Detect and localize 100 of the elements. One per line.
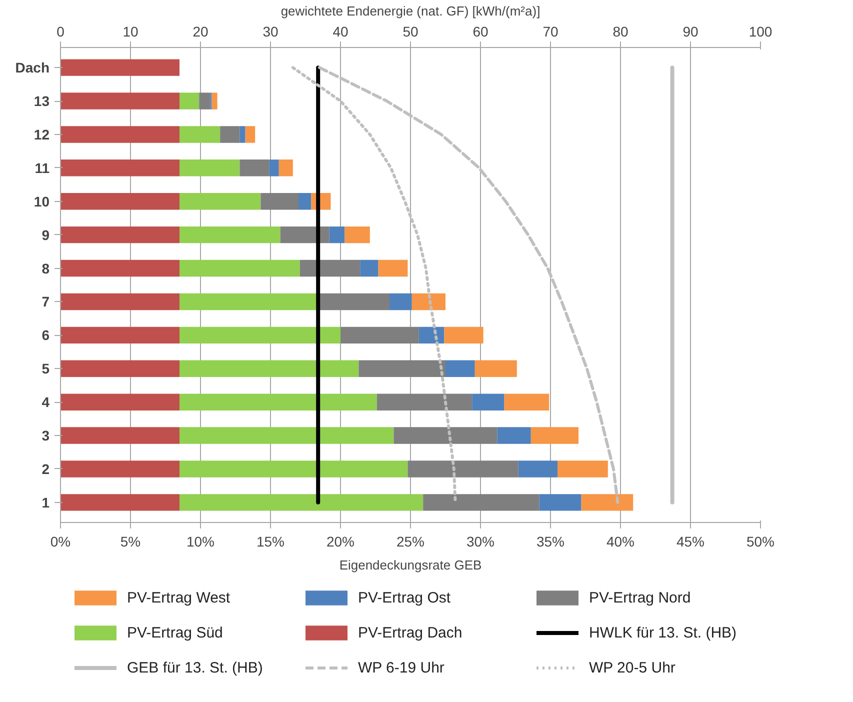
- y-tick-label: Dach: [15, 60, 50, 76]
- bar: [300, 260, 360, 277]
- bar: [180, 326, 340, 344]
- y-tick-label: 5: [42, 360, 50, 377]
- bar: [530, 427, 578, 444]
- bar: [278, 160, 293, 176]
- x2-tick-label: 100: [748, 24, 772, 40]
- bar: [60, 394, 180, 410]
- bar: [539, 494, 582, 511]
- x2-axis-title: gewichtete Endenergie (nat. GF) [kWh/(m²a)]: [280, 4, 540, 18]
- bar: [378, 260, 408, 277]
- y-tick-label: 10: [34, 193, 50, 210]
- legend-label: PV-Ertrag Dach: [358, 624, 462, 642]
- bar: [329, 226, 345, 244]
- bar: [340, 326, 419, 344]
- y-tick-label: 7: [42, 294, 50, 310]
- bar: [504, 394, 550, 410]
- x2-tick-label: 20: [192, 24, 208, 40]
- y-tick-label: 3: [42, 428, 50, 444]
- x-tick-label: 35%: [536, 534, 565, 550]
- bar: [344, 226, 370, 244]
- x-tick-label: 30%: [466, 534, 495, 550]
- bar: [212, 92, 218, 110]
- x2-tick-label: 0: [56, 24, 65, 40]
- x2-tick-label: 70: [542, 24, 558, 40]
- bar: [180, 460, 408, 478]
- bar: [60, 126, 180, 143]
- bar: [180, 126, 220, 143]
- bar: [412, 293, 446, 310]
- bar: [60, 260, 180, 277]
- bar: [269, 160, 279, 176]
- bar: [423, 494, 540, 511]
- y-tick-label: 9: [42, 226, 50, 243]
- bar: [180, 394, 377, 410]
- y-tick-label: 11: [34, 160, 50, 176]
- x2-tick-label: 80: [612, 24, 628, 40]
- legend-label: PV-Ertrag Nord: [589, 590, 691, 606]
- x-axis-title: Eigendeckungsrate GEB: [339, 558, 482, 572]
- bar: [220, 126, 240, 143]
- bar: [394, 427, 498, 444]
- x-tick-label: 10%: [186, 534, 215, 550]
- x2-tick-label: 10: [122, 24, 138, 40]
- x-tick-label: 0%: [50, 534, 71, 550]
- bar: [472, 394, 504, 410]
- bar: [444, 326, 484, 344]
- x-tick-label: 40%: [606, 534, 635, 550]
- x2-tick-label: 90: [682, 24, 698, 40]
- legend-label: WP 6-19 Uhr: [358, 660, 444, 676]
- bar: [408, 460, 518, 478]
- bar: [180, 260, 300, 277]
- x-tick-label: 15%: [256, 534, 285, 550]
- bar: [60, 193, 180, 210]
- bar: [298, 193, 312, 210]
- y-tick-label: 13: [34, 93, 50, 110]
- bar: [376, 394, 472, 410]
- bar: [180, 360, 359, 377]
- x2-tick-label: 50: [402, 24, 418, 40]
- bar: [474, 360, 517, 377]
- x-tick-label: 25%: [396, 534, 425, 550]
- x-tick-label: 20%: [326, 534, 355, 550]
- bar: [558, 460, 608, 478]
- bar: [60, 92, 180, 110]
- bar: [497, 427, 531, 444]
- bar: [60, 59, 180, 76]
- bar: [60, 326, 180, 344]
- x2-tick-label: 60: [472, 24, 488, 40]
- y-tick-label: 2: [42, 460, 50, 477]
- x-tick-label: 5%: [120, 534, 141, 550]
- y-tick-label: 4: [42, 394, 50, 410]
- bar: [518, 460, 558, 478]
- y-tick-label: 6: [42, 327, 50, 344]
- bar: [60, 494, 180, 511]
- legend-label: PV-Ertrag Süd: [127, 624, 223, 642]
- bar: [240, 126, 246, 143]
- bar: [180, 160, 240, 176]
- bar: [358, 360, 446, 377]
- bar: [180, 427, 394, 444]
- bar: [60, 226, 180, 244]
- legend-label: HWLK für 13. St. (HB): [589, 624, 737, 642]
- bar: [418, 326, 444, 344]
- x-tick-label: 45%: [676, 534, 705, 550]
- bar: [245, 126, 256, 143]
- bar: [180, 494, 424, 511]
- bar: [60, 160, 180, 176]
- bar: [280, 226, 330, 244]
- bar: [180, 92, 200, 110]
- x-tick-label: 50%: [746, 534, 775, 550]
- bar: [260, 193, 298, 210]
- y-tick-label: 12: [34, 126, 50, 142]
- bar: [180, 226, 280, 244]
- bar: [199, 92, 210, 110]
- bar: [60, 427, 180, 444]
- bar: [240, 160, 270, 176]
- legend-label: PV-Ertrag Ost: [358, 590, 452, 606]
- bar: [60, 293, 180, 310]
- legend-label: WP 20-5 Uhr: [589, 660, 676, 676]
- y-tick-label: 8: [42, 260, 50, 276]
- bar: [60, 460, 180, 478]
- x2-tick-label: 30: [262, 24, 278, 40]
- bar: [60, 360, 180, 377]
